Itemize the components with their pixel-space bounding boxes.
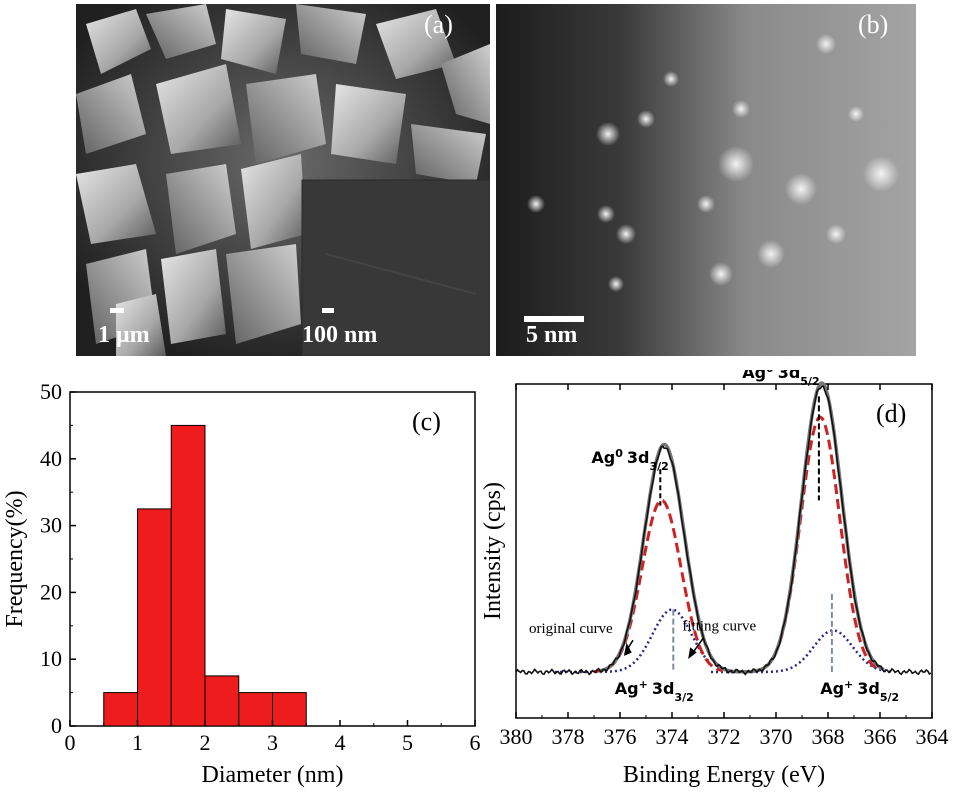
agplus-3d32-fit (555, 608, 711, 674)
y-tick-label: 50 (40, 379, 62, 404)
original-curve (515, 385, 932, 676)
x-tick-label: 1 (132, 730, 143, 755)
panel-c-label: (c) (412, 407, 441, 436)
fitting-curve-label: fitting curve (682, 618, 756, 634)
histogram-bar (238, 692, 273, 727)
original-curve-arrowhead (623, 642, 632, 656)
ag0-3d52-label: Ag03d5/2 (742, 370, 819, 388)
sem-flakes (76, 4, 490, 356)
scale-bar-main (110, 308, 124, 313)
agplus-3d52-label: Ag+ 3d5/2 (820, 678, 899, 704)
x-tick-label: 370 (760, 724, 793, 749)
x-tick-label: 3 (267, 730, 278, 755)
y-tick-label: 10 (40, 646, 62, 671)
ag0-3d32-label: Ag0 3d3/2 (591, 447, 668, 473)
scale-bar-label: 5 nm (526, 322, 578, 348)
sem-image (76, 4, 490, 356)
x-tick-label: 6 (470, 730, 481, 755)
x-tick-label: 4 (335, 730, 346, 755)
y-tick-label: 40 (40, 446, 62, 471)
histogram-bar (170, 424, 206, 727)
x-tick-label: 376 (604, 724, 637, 749)
scale-bar-inset-label: 100 nm (302, 322, 378, 348)
agplus-3d32-label: Ag+ 3d3/2 (615, 678, 694, 704)
stem-image-panel-b: (b) 5 nm (496, 4, 916, 356)
sem-inset (302, 180, 490, 356)
plot-frame (69, 391, 476, 727)
x-tick-label: 374 (656, 724, 689, 749)
x-tick-label: 0 (65, 730, 76, 755)
x-tick-label: 380 (500, 724, 533, 749)
scale-bar-main-label: 1 μm (98, 322, 150, 348)
x-tick-label: 5 (402, 730, 413, 755)
histogram-bar (103, 692, 138, 727)
scale-bar-inset (322, 308, 334, 313)
fitting-curve-arrowhead (688, 647, 697, 659)
y-axis-label: Intensity (cps) (480, 482, 506, 620)
panel-a-label: (a) (424, 10, 453, 39)
histogram-chart: 0 1 2 3 4 5 6 0 10 20 30 40 50 Diameter (nm) Frequency… (2, 379, 481, 788)
y-axis-label: Frequency(%) (2, 490, 28, 627)
histogram-bar (204, 675, 240, 727)
x-tick-label: 364 (916, 724, 949, 749)
x-tick-label: 368 (812, 724, 845, 749)
y-tick-label: 20 (40, 579, 62, 604)
x-tick-label: 372 (708, 724, 741, 749)
x-tick-label: 366 (864, 724, 897, 749)
scale-bar (524, 316, 584, 322)
histogram-bar (272, 692, 307, 727)
stem-image (496, 4, 916, 356)
panel-d-label: (d) (876, 399, 906, 428)
x-tick-label: 378 (552, 724, 585, 749)
x-axis-label: Binding Energy (eV) (623, 762, 825, 788)
panel-b-label: (b) (858, 10, 889, 39)
x-tick-label: 2 (200, 730, 211, 755)
y-tick-label: 0 (51, 713, 62, 738)
ag0-3d32-fit (593, 498, 724, 674)
sem-image-panel-a: (a) 1 μm 100 nm (76, 4, 490, 356)
y-tick-label: 30 (40, 513, 62, 538)
ag0-3d52-fit (749, 415, 880, 674)
original-curve-label: original curve (529, 621, 613, 637)
nanoparticles (527, 34, 899, 292)
xps-chart: 380 378 376 374 372 370 368 366 364 Binding Energ… (480, 370, 949, 788)
x-axis-label: Diameter (nm) (202, 762, 344, 788)
histogram-bar (137, 508, 172, 727)
